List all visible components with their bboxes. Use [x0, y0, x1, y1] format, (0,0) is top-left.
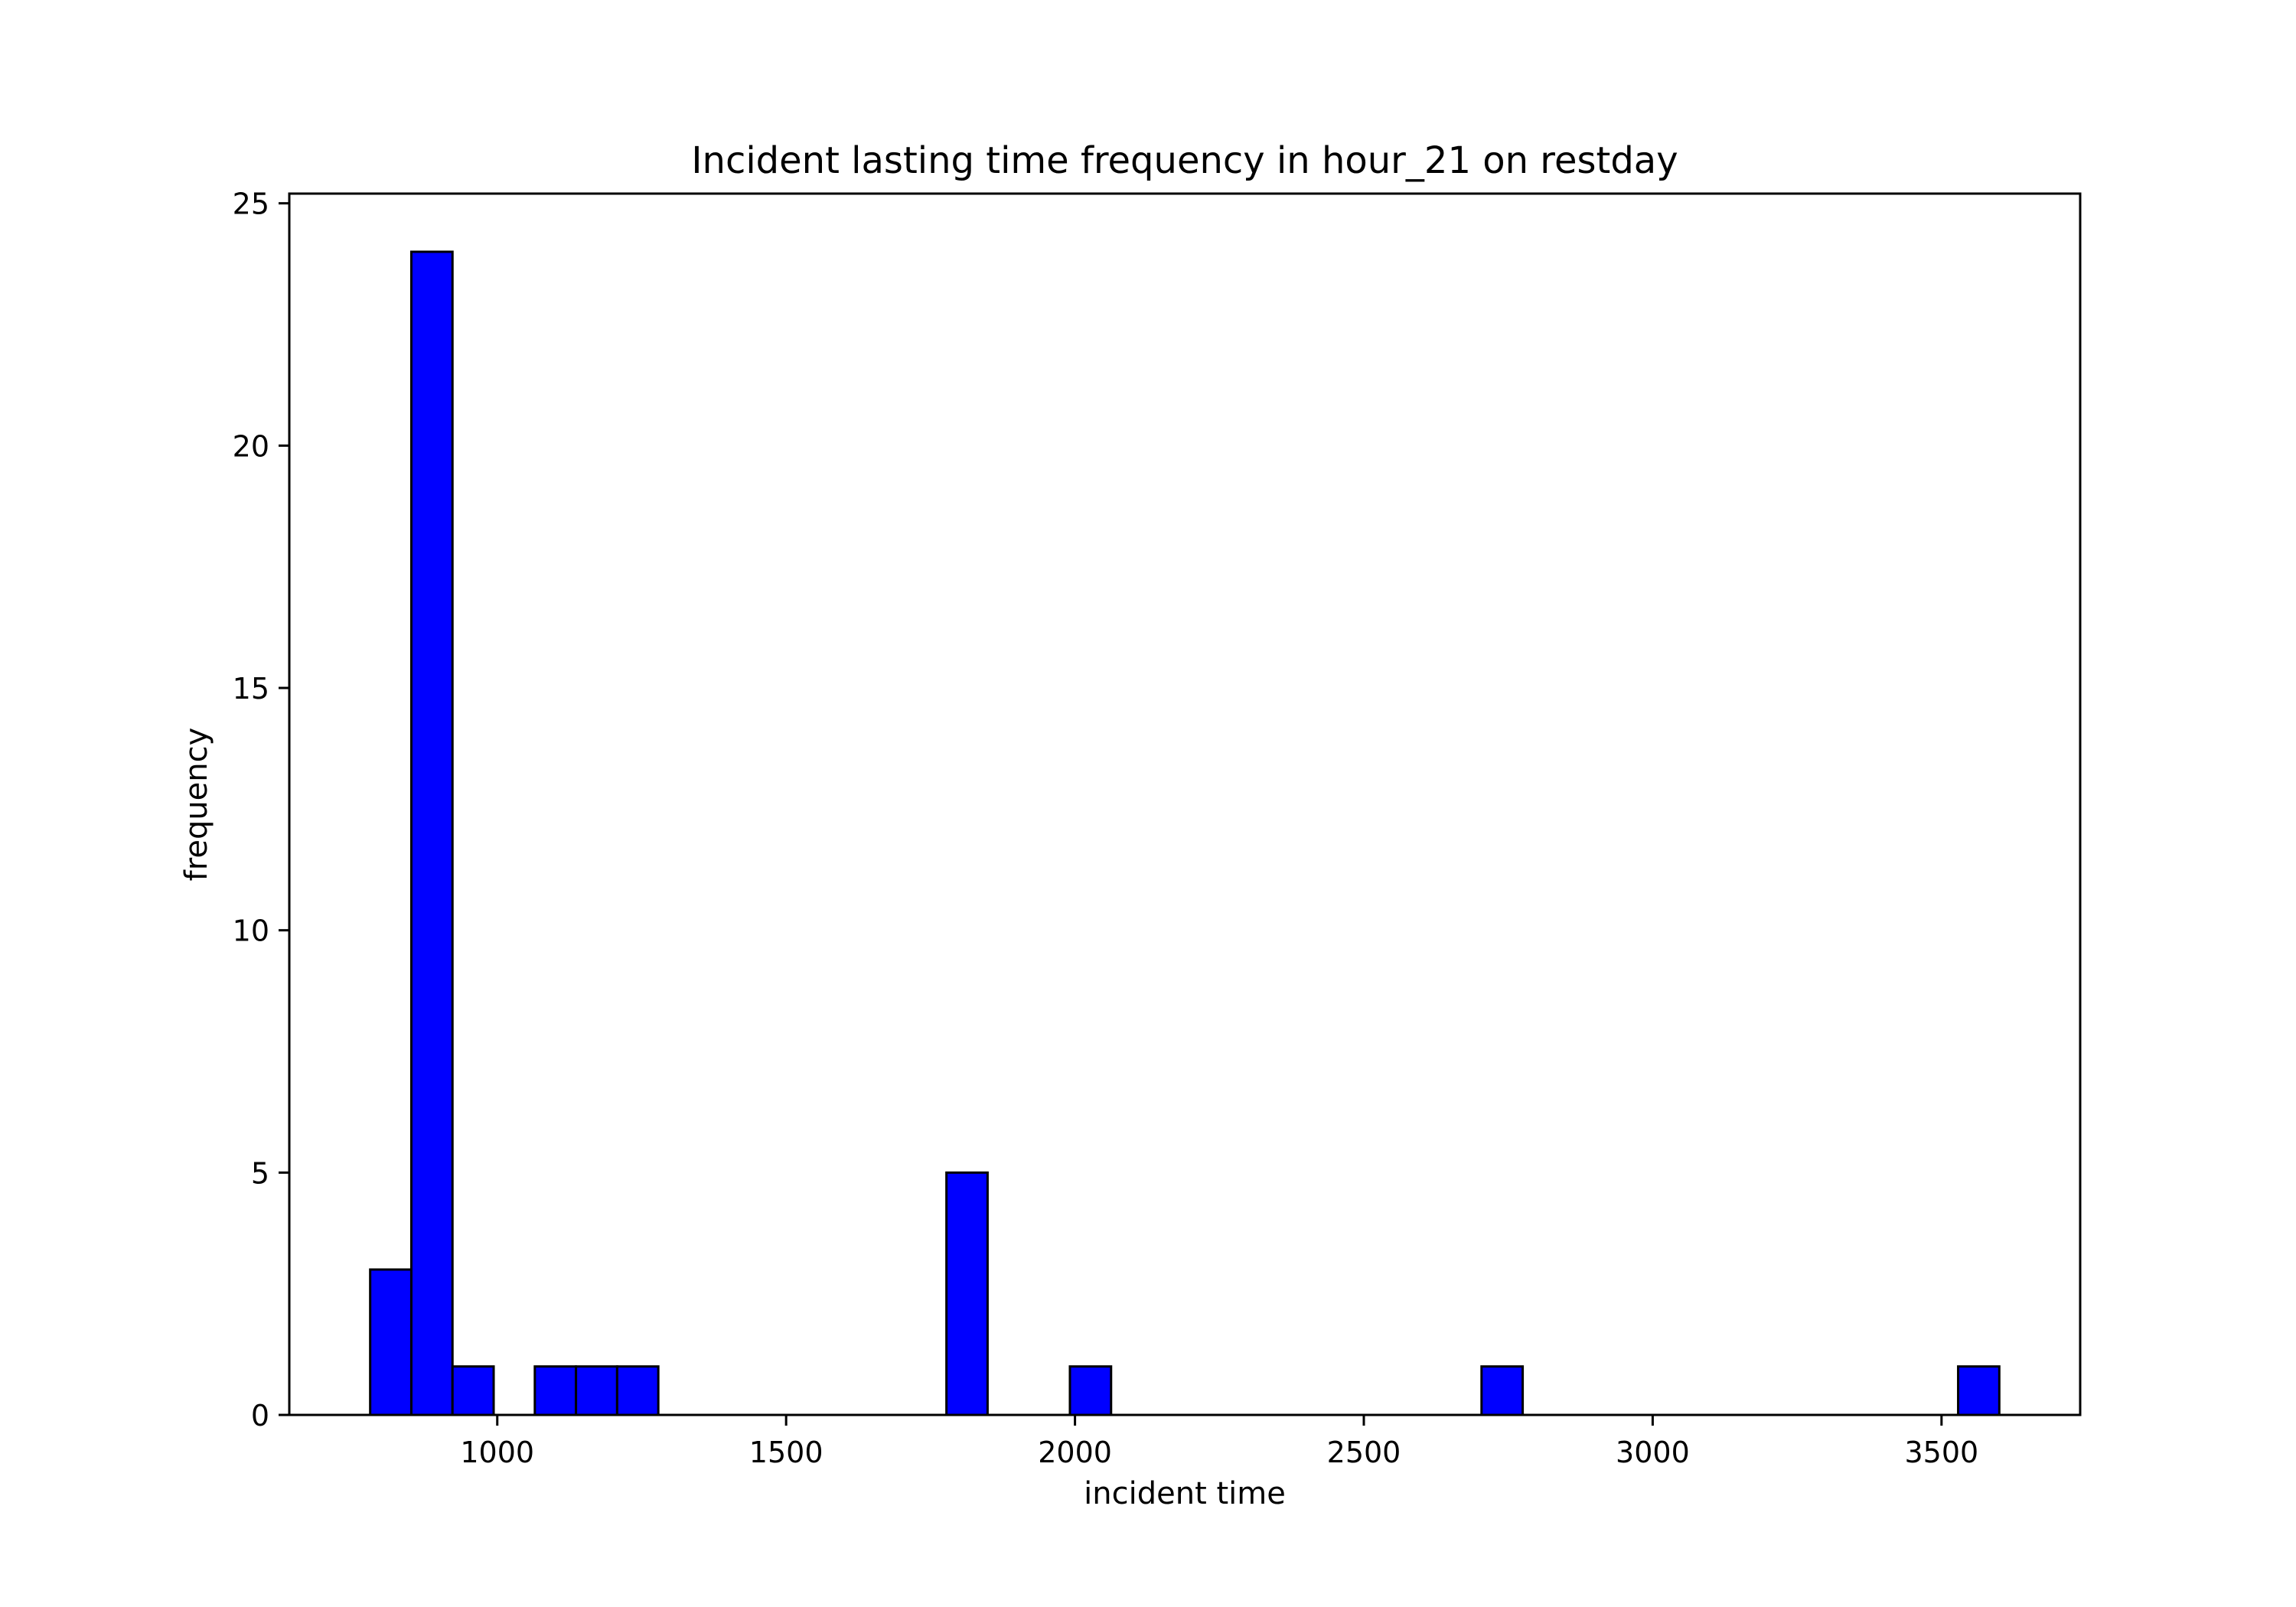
histogram-bar [451, 1365, 495, 1416]
y-tick-label: 25 [233, 187, 269, 221]
x-axis-ticks: 1000 1500 2000 2500 3000 3500 [460, 1415, 1978, 1469]
x-tick-label: 2500 [1327, 1436, 1401, 1469]
x-axis-label: incident time [1084, 1476, 1286, 1511]
chart-title: Incident lasting time frequency in hour_… [691, 139, 1678, 182]
histogram-bar [575, 1365, 618, 1416]
x-tick-label: 1500 [749, 1436, 823, 1469]
x-tick-label: 2000 [1038, 1436, 1112, 1469]
bars-layer [369, 250, 2001, 1416]
histogram-bar [409, 250, 454, 1416]
x-tick-label: 3500 [1904, 1436, 1978, 1469]
axes-frame [288, 192, 2082, 1416]
y-axis-ticks: 0 5 10 15 20 25 [233, 187, 289, 1433]
histogram-bar [1480, 1365, 1525, 1416]
y-tick-label: 0 [251, 1399, 269, 1433]
histogram-bar [615, 1365, 660, 1416]
y-tick-label: 10 [233, 914, 269, 948]
histogram-bar [533, 1365, 578, 1416]
x-tick-label: 1000 [460, 1436, 534, 1469]
histogram-bar [1068, 1365, 1113, 1416]
y-axis-label: frequency [179, 728, 214, 882]
x-tick-label: 3000 [1616, 1436, 1690, 1469]
histogram-bar [945, 1171, 989, 1416]
y-tick-label: 5 [251, 1156, 269, 1190]
y-tick-label: 15 [233, 672, 269, 706]
histogram-bar [1957, 1365, 2001, 1416]
histogram-bar [369, 1268, 413, 1416]
y-tick-label: 20 [233, 429, 269, 463]
